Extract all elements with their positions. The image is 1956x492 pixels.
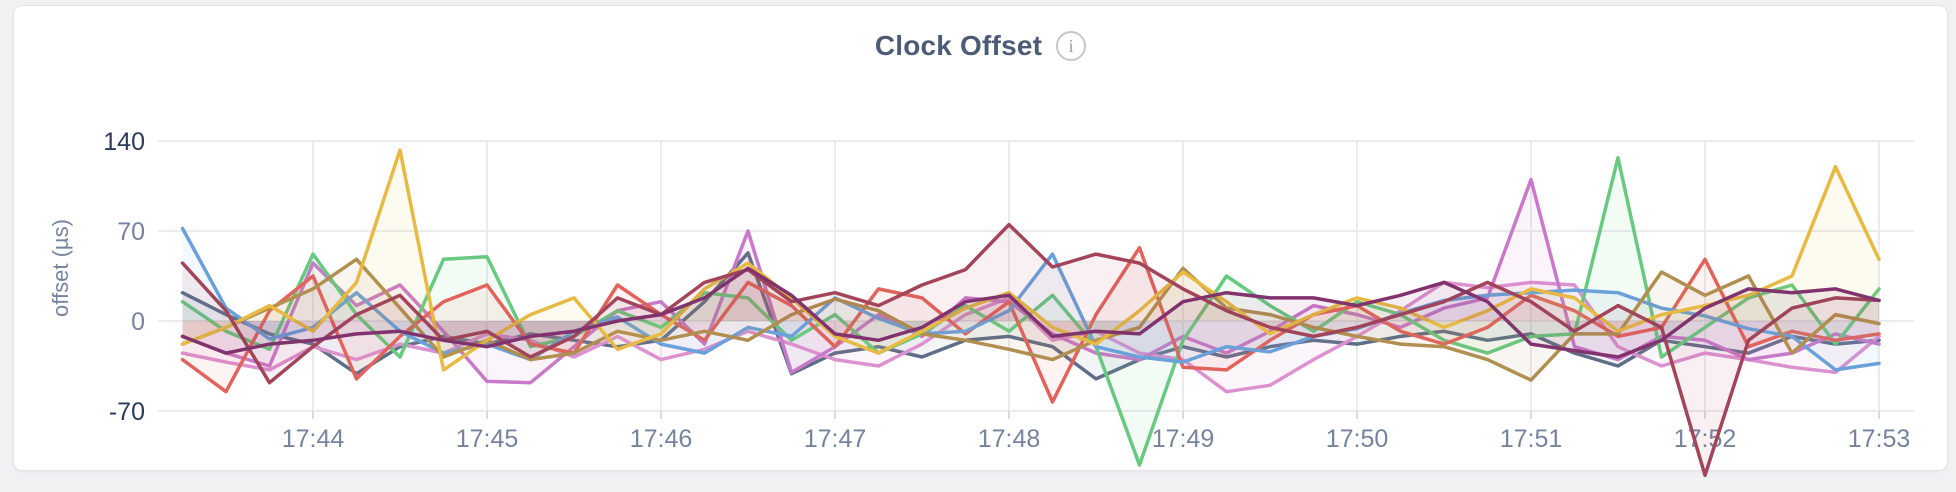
series-line-gold xyxy=(180,148,1881,372)
y-tick-label: 70 xyxy=(117,218,145,246)
series-line-plum xyxy=(180,266,1881,359)
x-tick-label: 17:44 xyxy=(282,425,345,453)
x-tick-label: 17:45 xyxy=(456,425,519,453)
chart-title: Clock Offset xyxy=(874,30,1043,61)
info-icon[interactable]: i xyxy=(1056,31,1087,61)
x-tick-label: 17:48 xyxy=(978,425,1041,453)
x-tick-label: 17:50 xyxy=(1326,425,1389,453)
series-line-slate xyxy=(180,251,1881,381)
series-line-green xyxy=(180,155,1881,467)
series-area-orchid xyxy=(182,179,1879,383)
x-tick-label: 17:51 xyxy=(1500,425,1563,453)
series-area-plum xyxy=(182,268,1879,357)
series-line-olive xyxy=(180,257,1881,382)
series-area-salmon xyxy=(182,247,1879,402)
clock-offset-chart[interactable]: 17:44 17:45 17:46 17:47 17:48 17:49 17:50 17:51… xyxy=(14,6,1956,492)
x-tick-label: 17:49 xyxy=(1152,425,1215,453)
x-tick-label: 17:53 xyxy=(1848,425,1911,453)
x-tick-label: 17:47 xyxy=(804,425,867,453)
x-tick-label: 17:46 xyxy=(630,425,693,453)
y-tick-label: -70 xyxy=(109,398,145,426)
series-line-salmon xyxy=(180,245,1881,404)
y-tick-label: 140 xyxy=(103,128,145,156)
info-icon-glyph: i xyxy=(1068,36,1074,56)
x-tick-label: 17:52 xyxy=(1674,425,1737,453)
series-area-blue xyxy=(182,228,1879,370)
y-axis-title: offset (µs) xyxy=(48,219,73,317)
panel-header: Clock Offset i xyxy=(14,30,1947,62)
series-line-maroon xyxy=(180,222,1881,478)
clock-offset-panel: Clock Offset i 17:44 17:45 17:46 17:47 17:48… xyxy=(13,5,1948,478)
y-tick-label: 0 xyxy=(131,308,145,336)
series-area-pink xyxy=(182,282,1879,392)
